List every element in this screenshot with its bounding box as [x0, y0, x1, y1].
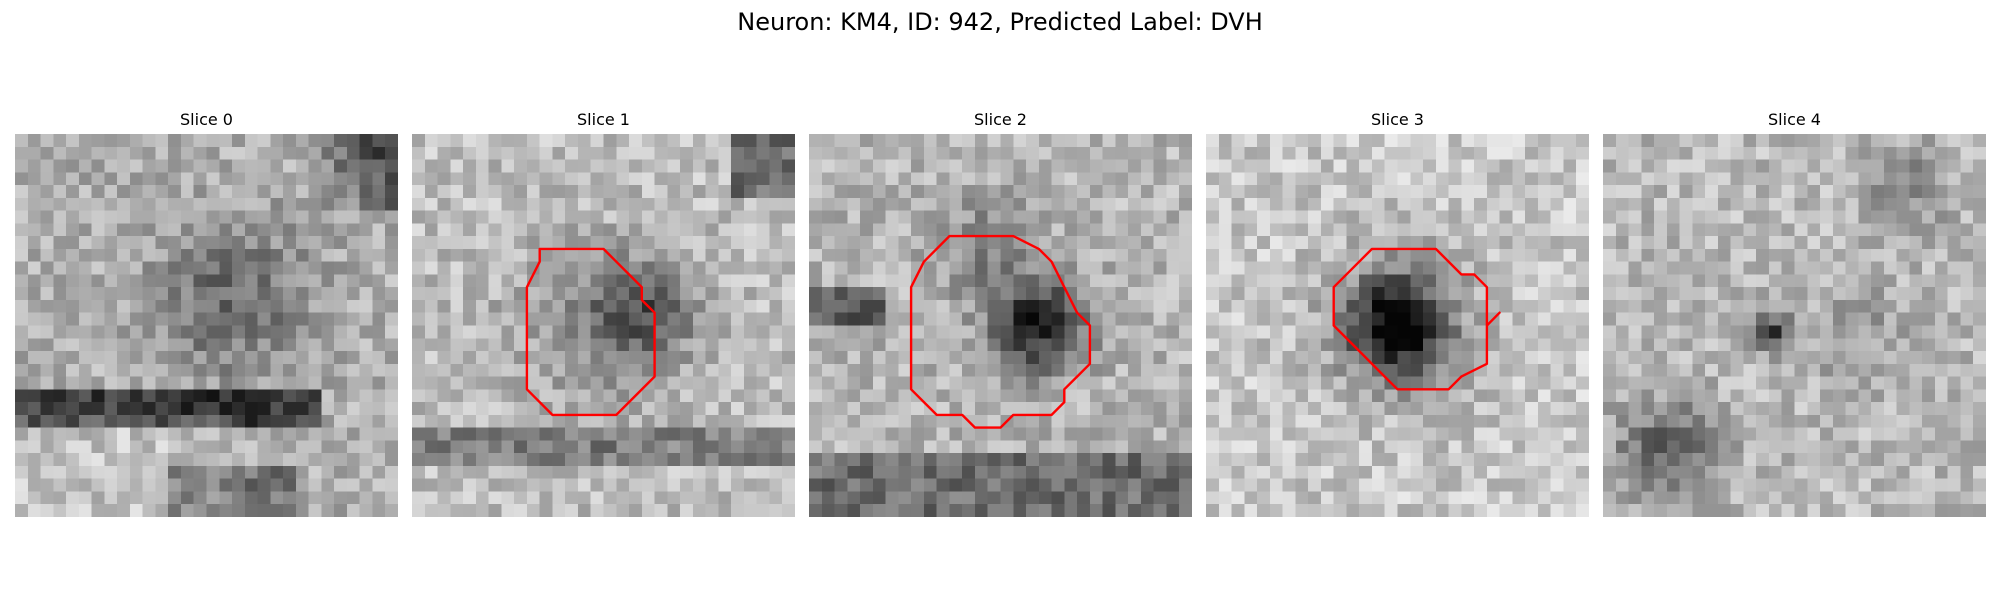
grayscale-image — [15, 134, 398, 517]
contour-overlay — [909, 234, 1092, 429]
slice-title: Slice 0 — [180, 110, 233, 129]
roi-contour — [525, 247, 656, 417]
slice-title: Slice 1 — [577, 110, 630, 129]
slice-panel-1: Slice 1 — [412, 108, 795, 517]
grayscale-image — [809, 134, 1192, 517]
slice-title: Slice 4 — [1768, 110, 1821, 129]
roi-contour — [909, 234, 1092, 429]
slice-image-3 — [1206, 134, 1589, 517]
roi-contour — [1332, 247, 1501, 391]
slice-image-2 — [809, 134, 1192, 517]
slice-image-4 — [1603, 134, 1986, 517]
grayscale-image — [412, 134, 795, 517]
slice-title: Slice 3 — [1371, 110, 1424, 129]
contour-overlay — [1332, 247, 1501, 391]
contour-overlay — [525, 247, 656, 417]
slice-panel-4: Slice 4 — [1603, 108, 1986, 517]
slice-image-0 — [15, 134, 398, 517]
slice-image-1 — [412, 134, 795, 517]
slice-panel-3: Slice 3 — [1206, 108, 1589, 517]
grayscale-image — [1603, 134, 1986, 517]
contour-overlay — [15, 134, 398, 517]
slice-panel-2: Slice 2 — [809, 108, 1192, 517]
slice-panel-0: Slice 0 — [15, 108, 398, 517]
grayscale-image — [1206, 134, 1589, 517]
figure-title: Neuron: KM4, ID: 942, Predicted Label: D… — [737, 8, 1263, 36]
contour-overlay — [1603, 134, 1986, 517]
slice-title: Slice 2 — [974, 110, 1027, 129]
